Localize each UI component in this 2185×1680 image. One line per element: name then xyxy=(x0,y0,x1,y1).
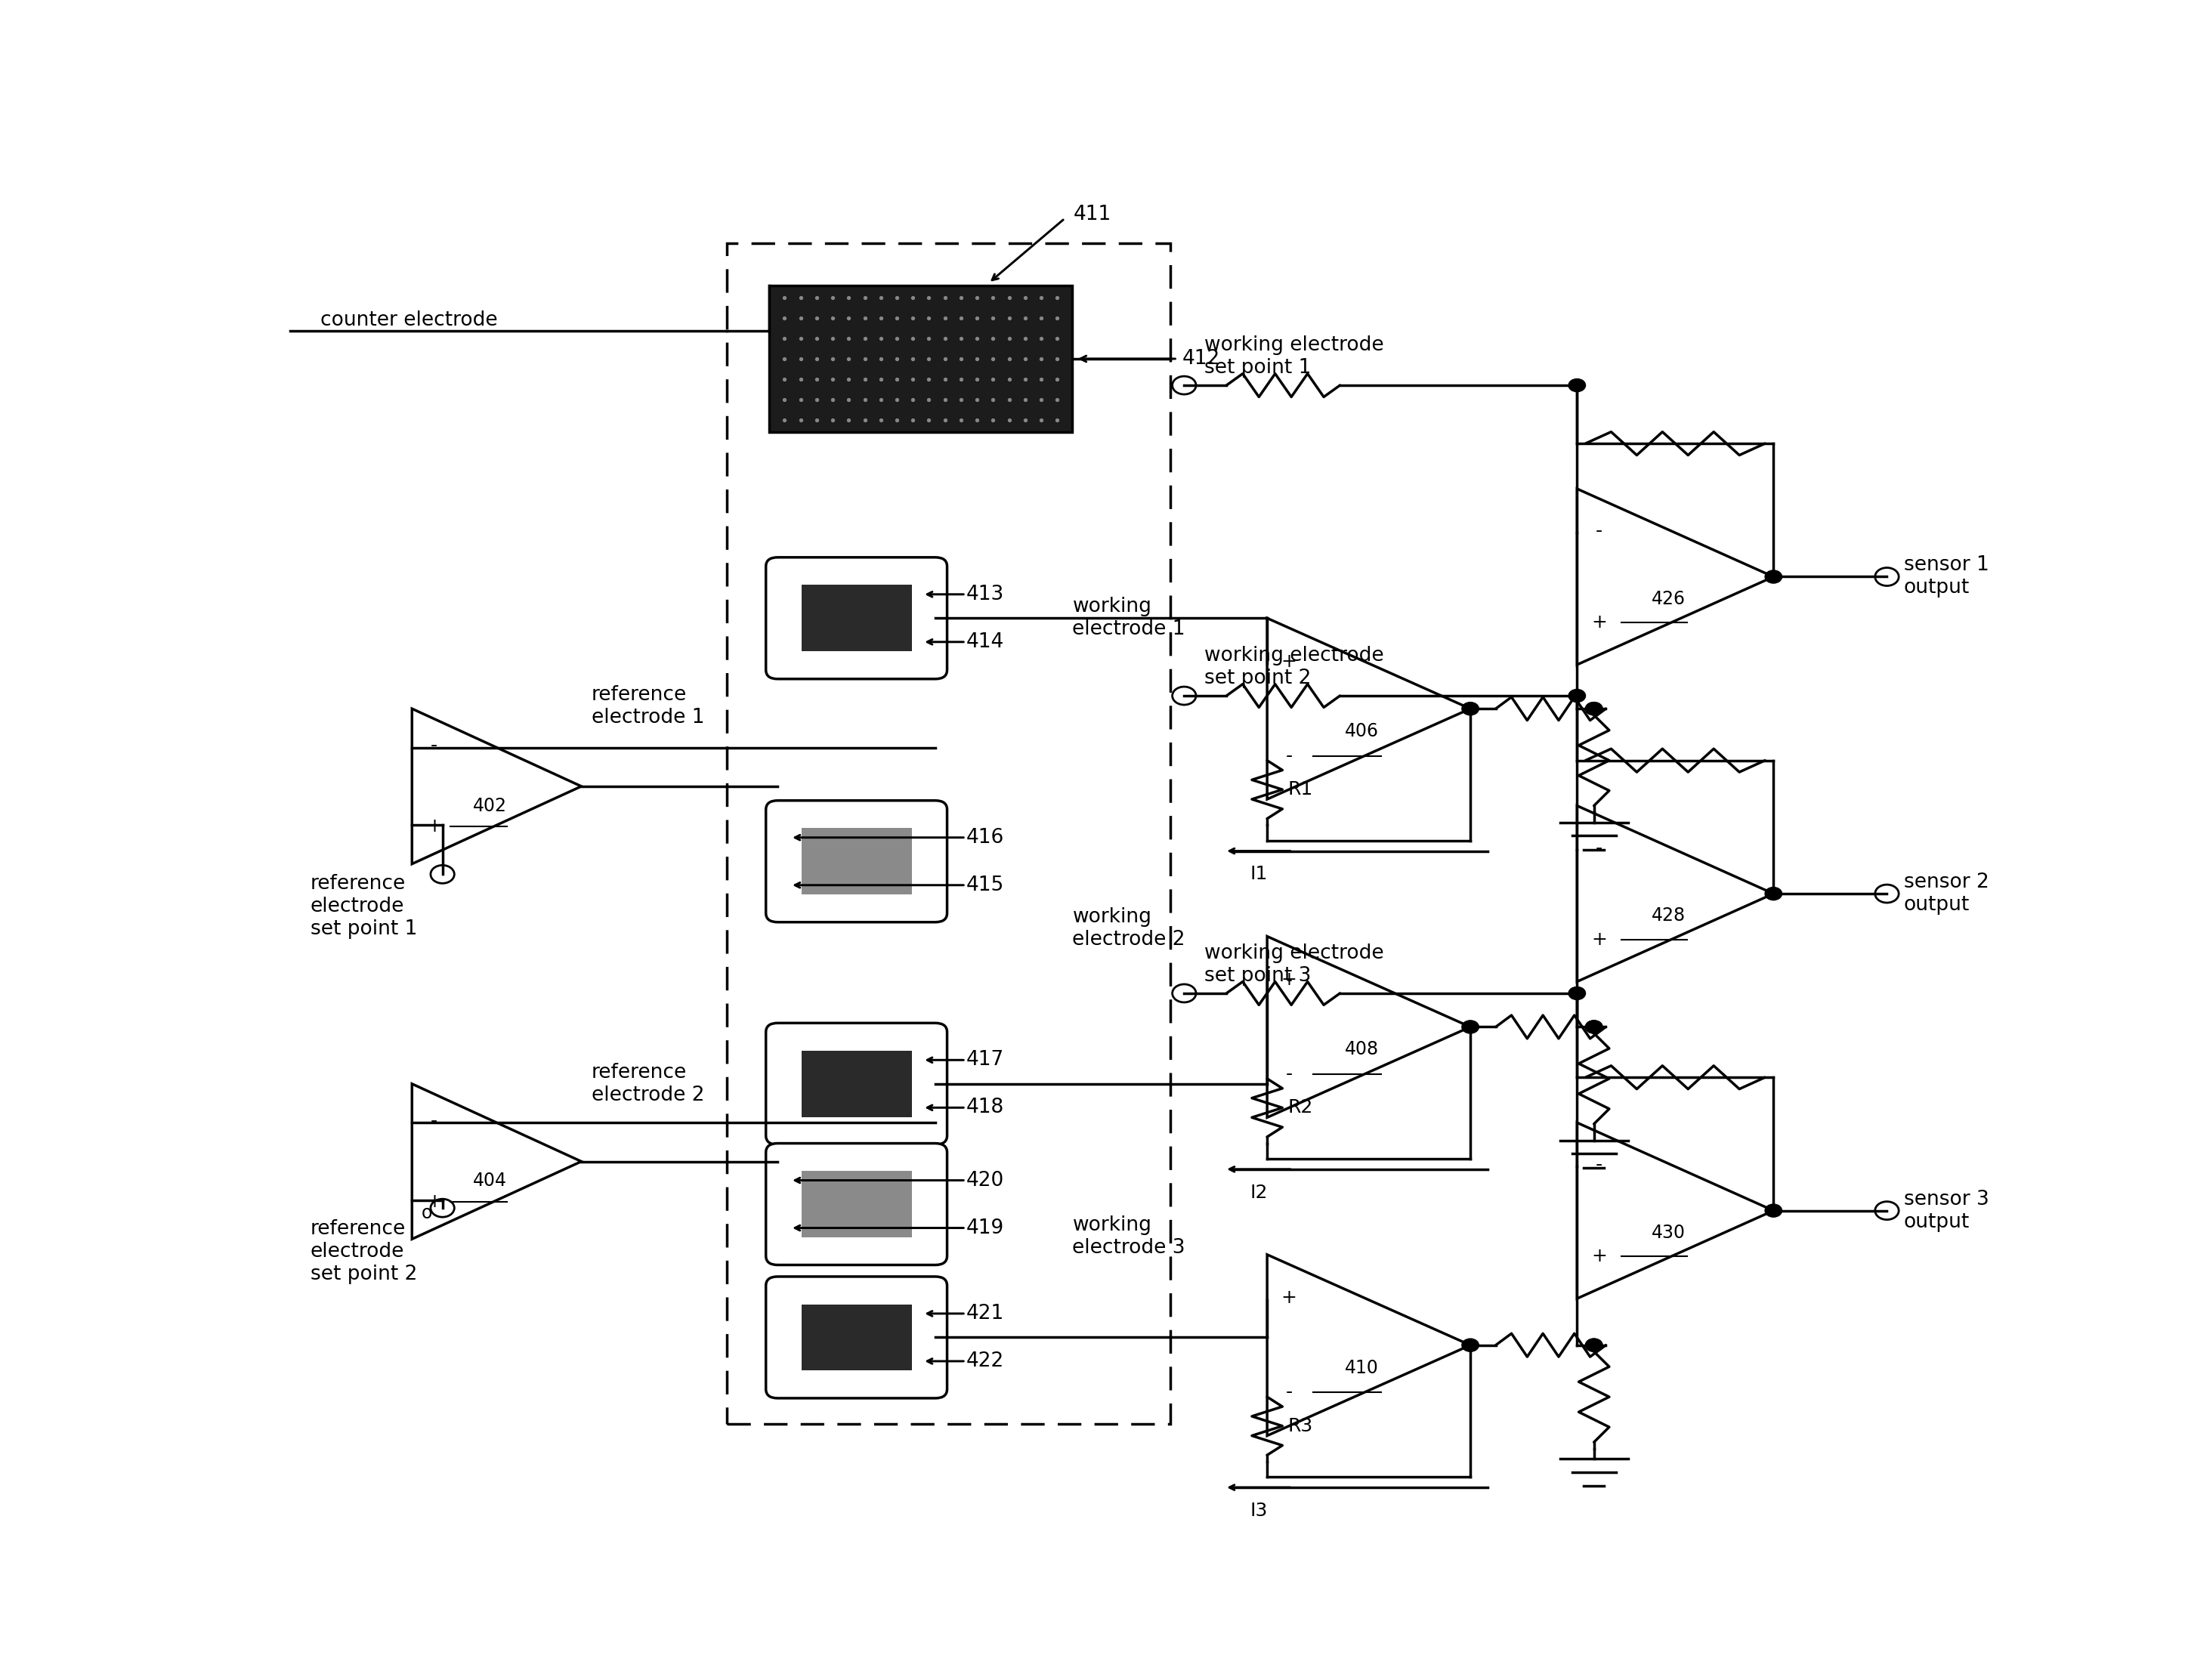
Text: working electrode
set point 3: working electrode set point 3 xyxy=(1204,944,1383,986)
Text: 426: 426 xyxy=(1652,590,1685,608)
Text: sensor 3
output: sensor 3 output xyxy=(1903,1189,1988,1231)
Text: +: + xyxy=(1591,613,1606,632)
Circle shape xyxy=(1765,570,1783,583)
Text: 420: 420 xyxy=(966,1171,1003,1189)
Circle shape xyxy=(1586,702,1602,716)
Text: -: - xyxy=(1595,838,1602,857)
Text: 413: 413 xyxy=(966,585,1003,605)
Text: -: - xyxy=(1285,1065,1294,1084)
Text: 428: 428 xyxy=(1652,907,1685,924)
Text: +: + xyxy=(426,1193,441,1211)
Bar xyxy=(802,585,911,652)
Text: 430: 430 xyxy=(1652,1223,1685,1242)
Text: I2: I2 xyxy=(1250,1183,1267,1201)
Bar xyxy=(802,1304,911,1371)
Text: working
electrode 3: working electrode 3 xyxy=(1073,1215,1184,1258)
FancyBboxPatch shape xyxy=(767,1023,946,1144)
Text: 414: 414 xyxy=(966,632,1003,652)
Text: working
electrode 2: working electrode 2 xyxy=(1073,907,1184,949)
Circle shape xyxy=(1586,1339,1602,1352)
Circle shape xyxy=(1462,702,1479,716)
Text: 408: 408 xyxy=(1346,1040,1379,1058)
Circle shape xyxy=(1765,887,1783,900)
Text: +: + xyxy=(1280,971,1298,990)
Circle shape xyxy=(1586,1020,1602,1033)
Text: sensor 1
output: sensor 1 output xyxy=(1903,556,1988,598)
Circle shape xyxy=(1586,702,1602,716)
FancyBboxPatch shape xyxy=(767,1277,946,1398)
FancyBboxPatch shape xyxy=(767,558,946,679)
Text: 416: 416 xyxy=(966,828,1003,847)
Circle shape xyxy=(1569,378,1586,391)
Text: working electrode
set point 1: working electrode set point 1 xyxy=(1204,336,1383,378)
Bar xyxy=(769,286,1073,432)
Text: 417: 417 xyxy=(966,1050,1003,1070)
Text: R3: R3 xyxy=(1287,1416,1313,1435)
Text: 419: 419 xyxy=(966,1218,1003,1238)
Text: I1: I1 xyxy=(1250,865,1267,884)
FancyBboxPatch shape xyxy=(767,801,946,922)
Text: R2: R2 xyxy=(1287,1099,1313,1117)
Text: 422: 422 xyxy=(966,1351,1003,1371)
Text: +: + xyxy=(1280,652,1298,670)
Text: 412: 412 xyxy=(1182,349,1221,368)
Text: 406: 406 xyxy=(1346,722,1379,741)
Text: +: + xyxy=(1591,1247,1606,1265)
Circle shape xyxy=(1462,1020,1479,1033)
Text: 402: 402 xyxy=(472,796,507,815)
Text: I3: I3 xyxy=(1250,1502,1267,1520)
Text: 404: 404 xyxy=(472,1171,507,1189)
Text: -: - xyxy=(430,1112,437,1131)
Circle shape xyxy=(1569,986,1586,1000)
Circle shape xyxy=(1765,1205,1783,1216)
Text: counter electrode: counter electrode xyxy=(321,311,498,331)
Text: +: + xyxy=(1280,1289,1298,1307)
Circle shape xyxy=(1569,689,1586,702)
Text: +: + xyxy=(426,818,441,835)
Text: -: - xyxy=(1285,746,1294,764)
Text: working
electrode 1: working electrode 1 xyxy=(1073,596,1184,640)
Text: -: - xyxy=(1595,1156,1602,1174)
Text: 411: 411 xyxy=(1073,205,1112,225)
Bar xyxy=(802,828,911,894)
Text: 415: 415 xyxy=(966,875,1003,895)
Text: reference
electrode 2: reference electrode 2 xyxy=(592,1063,704,1105)
Text: reference
electrode
set point 2: reference electrode set point 2 xyxy=(310,1220,417,1285)
Text: working electrode
set point 2: working electrode set point 2 xyxy=(1204,647,1383,689)
Text: 418: 418 xyxy=(966,1097,1003,1117)
Circle shape xyxy=(1586,1020,1602,1033)
Text: +: + xyxy=(1591,931,1606,949)
Text: o: o xyxy=(422,1205,433,1223)
Text: reference
electrode 1: reference electrode 1 xyxy=(592,685,704,727)
Text: -: - xyxy=(1285,1383,1294,1401)
Text: 421: 421 xyxy=(966,1304,1003,1324)
Text: sensor 2
output: sensor 2 output xyxy=(1903,872,1988,916)
Bar xyxy=(802,1050,911,1117)
Text: reference
electrode
set point 1: reference electrode set point 1 xyxy=(310,874,417,939)
Text: -: - xyxy=(430,738,437,754)
Text: 410: 410 xyxy=(1346,1359,1379,1378)
Circle shape xyxy=(1586,1339,1602,1352)
Text: R1: R1 xyxy=(1287,781,1313,798)
FancyBboxPatch shape xyxy=(767,1144,946,1265)
Circle shape xyxy=(1462,1339,1479,1352)
Bar xyxy=(802,1171,911,1236)
Text: -: - xyxy=(1595,522,1602,539)
